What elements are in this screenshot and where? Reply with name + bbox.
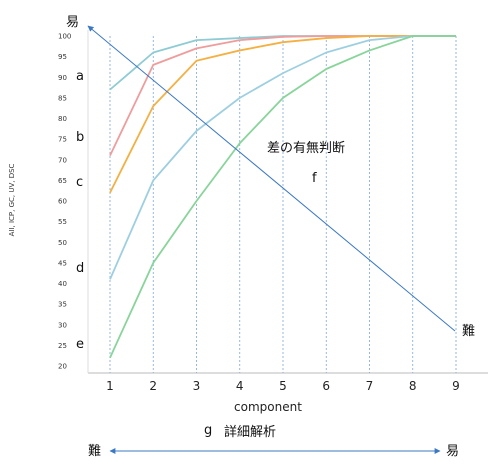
y-tick-label: 30: [58, 321, 67, 329]
f-label: f: [312, 171, 317, 186]
bottom-right-label: 易: [446, 444, 459, 459]
x-tick-label: 7: [366, 379, 374, 393]
y-tick-label: 50: [58, 239, 67, 247]
x-axis-label: component: [234, 400, 302, 414]
y-tick-label: 35: [58, 301, 67, 309]
x-tick-label: 5: [279, 379, 287, 393]
y-tick-label: 55: [58, 218, 67, 226]
y-tick-label: 100: [58, 33, 71, 41]
y-axis-label: AII, ICP, GC, UV, DSC: [8, 163, 16, 236]
y-tick-label: 60: [58, 198, 67, 206]
y-tick-label: 20: [58, 363, 67, 371]
series-line-c: [109, 35, 456, 194]
series-letter-a: a: [76, 69, 84, 84]
series-line-d: [109, 35, 456, 280]
bottom-left-label: 難: [88, 444, 101, 459]
easy-top-label: 易: [66, 15, 79, 30]
y-tick-label: 40: [58, 280, 67, 288]
diagonal-arrow: [87, 25, 456, 332]
x-tick-label: 6: [322, 379, 330, 393]
y-tick-label: 25: [58, 342, 67, 350]
hard-right-label: 難: [462, 324, 475, 339]
diff-text: 差の有無判断: [267, 141, 345, 156]
x-tick-label: 9: [452, 379, 460, 393]
series-letter-d: d: [76, 261, 84, 276]
y-tick-label: 75: [58, 136, 67, 144]
y-tick-label: 85: [58, 94, 67, 102]
x-tick-label: 2: [149, 379, 157, 393]
y-tick-label: 90: [58, 74, 67, 82]
detail-text: 詳細解析: [224, 424, 276, 440]
x-tick-label: 3: [193, 379, 201, 393]
series-letter-b: b: [76, 130, 84, 145]
g-label: g: [204, 423, 212, 438]
series-line-e: [109, 35, 456, 359]
series-letter-e: e: [76, 337, 84, 352]
y-tick-label: 95: [58, 53, 67, 61]
x-tick-label: 8: [409, 379, 417, 393]
x-tick-label: 4: [236, 379, 244, 393]
y-tick-label: 80: [58, 115, 67, 123]
series-letter-c: c: [76, 175, 83, 190]
x-tick-label: 1: [106, 379, 114, 393]
y-tick-label: 65: [58, 177, 67, 185]
y-tick-label: 45: [58, 259, 67, 267]
y-tick-label: 70: [58, 156, 67, 164]
